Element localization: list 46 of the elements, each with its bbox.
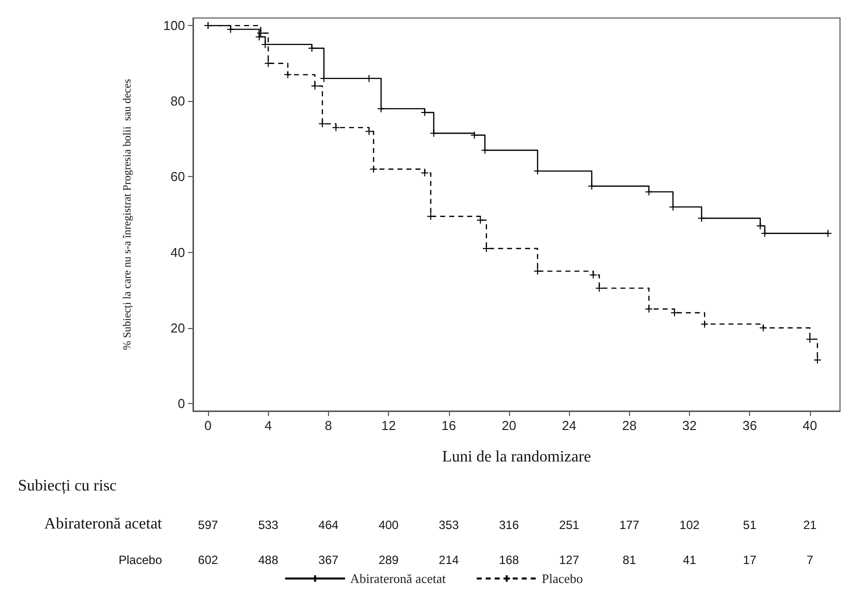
x-axis-title: Luni de la randomizare <box>442 448 591 466</box>
x-tick-label: 40 <box>802 418 818 433</box>
text: 367 <box>318 553 339 567</box>
y-tick-label: 80 <box>170 94 185 109</box>
legend-label: Abirateronă acetat <box>350 571 446 586</box>
text: 127 <box>559 553 580 567</box>
x-tick-label: 24 <box>562 418 576 433</box>
x-tick-label: 20 <box>502 418 516 433</box>
text: 168 <box>498 553 520 567</box>
text: 400 <box>378 518 399 532</box>
text: Placebo <box>118 553 162 567</box>
x-tick-label: 8 <box>324 418 332 433</box>
text: 177 <box>619 518 640 532</box>
y-tick-label: 60 <box>170 169 185 184</box>
text: 7 <box>806 553 814 567</box>
text: 21 <box>803 518 817 532</box>
text: 597 <box>198 518 218 532</box>
y-tick-label: 40 <box>170 244 185 260</box>
text: 602 <box>198 553 218 567</box>
y-tick-label: 100 <box>163 18 185 34</box>
x-tick-label: 32 <box>682 418 697 433</box>
text: 289 <box>378 553 399 567</box>
text: 251 <box>559 518 580 532</box>
y-tick-label: 20 <box>170 320 185 336</box>
x-tick-label: 28 <box>622 418 637 433</box>
text: 41 <box>682 553 697 567</box>
text: 464 <box>318 518 339 532</box>
text: 533 <box>258 518 279 532</box>
text: 214 <box>438 553 460 567</box>
y-tick-label: 0 <box>178 396 185 411</box>
text: 81 <box>622 553 636 567</box>
text: Subiecți cu risc <box>18 478 117 494</box>
y-axis-title: % Subiecți la care nu s-a înregistrat Progresia bolii sau deces <box>122 79 134 350</box>
text: 316 <box>498 518 520 532</box>
x-tick-label: 4 <box>264 418 272 433</box>
x-tick-label: 36 <box>742 418 757 433</box>
legend-label: Placebo <box>542 571 583 586</box>
text: 353 <box>438 518 460 532</box>
text: 102 <box>680 518 700 532</box>
text: 17 <box>743 553 757 567</box>
x-tick-label: 16 <box>442 418 456 433</box>
text: 51 <box>743 518 757 532</box>
text: Abirateronă acetat <box>44 516 163 532</box>
x-tick-label: 12 <box>381 418 396 433</box>
text: 488 <box>258 553 279 567</box>
x-tick-label: 0 <box>204 418 212 433</box>
